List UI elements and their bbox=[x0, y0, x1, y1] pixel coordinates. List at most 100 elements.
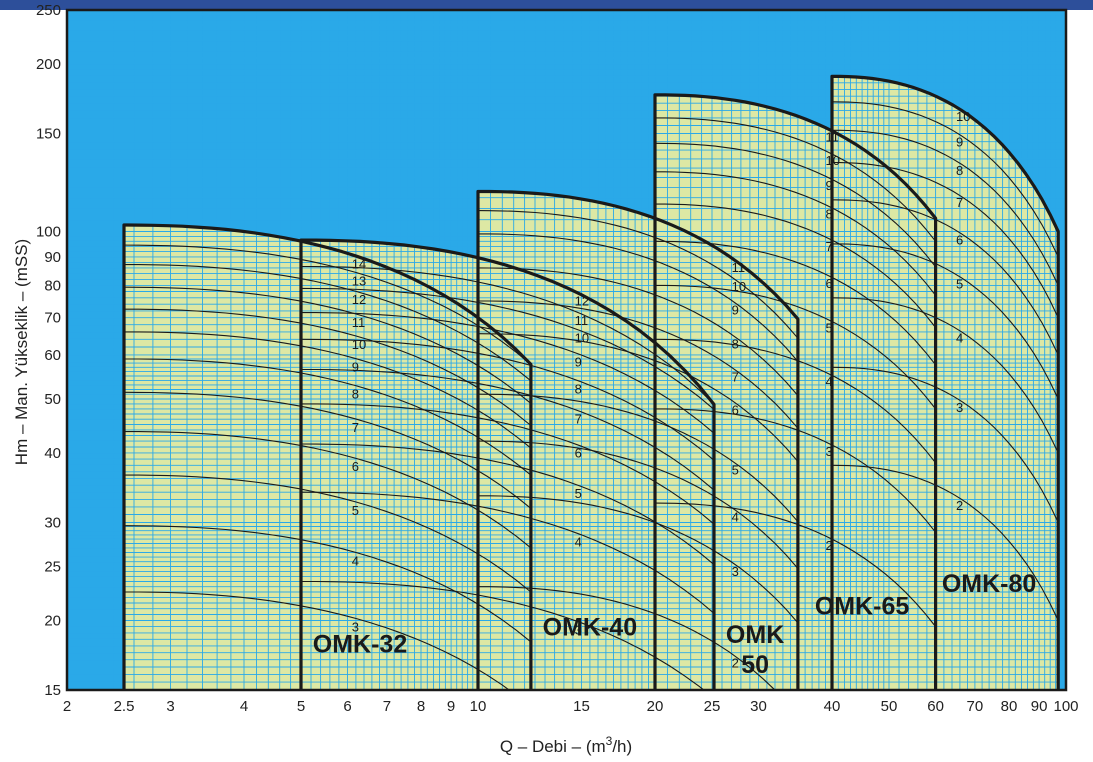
stage-curve bbox=[477, 267, 799, 396]
model-label: OMK-65 bbox=[815, 593, 910, 621]
stage-curve bbox=[123, 391, 532, 509]
y-tick-label: 150 bbox=[36, 126, 61, 143]
stage-label: 12 bbox=[352, 292, 366, 307]
stage-label: 6 bbox=[352, 459, 359, 474]
stage-curve bbox=[655, 408, 937, 533]
stage-curve bbox=[477, 210, 799, 339]
region-outline bbox=[830, 74, 1060, 690]
region-outline bbox=[476, 189, 800, 690]
stage-label: 9 bbox=[826, 178, 833, 193]
stage-label: 8 bbox=[575, 381, 582, 396]
stage-label: 7 bbox=[956, 195, 963, 210]
stage-label: 14 bbox=[352, 257, 366, 272]
x-tick-label: 5 bbox=[297, 698, 305, 715]
stage-curve bbox=[831, 199, 1059, 356]
stage-label: 10 bbox=[575, 331, 589, 346]
stage-curve bbox=[301, 580, 705, 690]
stage-label: 11 bbox=[575, 313, 589, 328]
x-tick-label: 70 bbox=[967, 698, 984, 715]
stage-curve bbox=[478, 300, 799, 429]
x-tick-label: 6 bbox=[343, 698, 351, 715]
stage-curve bbox=[300, 338, 715, 461]
x-tick-label: 80 bbox=[1001, 698, 1018, 715]
stage-curve bbox=[655, 203, 937, 328]
x-tick-label: 15 bbox=[573, 698, 590, 715]
x-tick-label: 50 bbox=[881, 698, 898, 715]
stage-curve bbox=[300, 287, 715, 410]
stage-curve bbox=[124, 331, 532, 449]
stage-label: 10 bbox=[352, 337, 366, 352]
x-tick-label: 4 bbox=[240, 698, 248, 715]
x-axis-title-text: /h) bbox=[612, 737, 632, 756]
stage-curve bbox=[831, 101, 1059, 258]
stage-label: 3 bbox=[956, 400, 963, 415]
y-tick-label: 50 bbox=[44, 391, 61, 408]
plot-frame bbox=[65, 8, 1068, 692]
y-tick-label: 40 bbox=[44, 445, 61, 462]
x-tick-label: 60 bbox=[927, 698, 944, 715]
y-tick-label: 30 bbox=[44, 515, 61, 532]
stage-curve bbox=[654, 142, 937, 268]
stage-curve bbox=[831, 297, 1059, 454]
y-tick-label: 200 bbox=[36, 56, 61, 73]
stage-curve bbox=[301, 312, 715, 434]
stage-label: 7 bbox=[575, 411, 582, 426]
stage-curve bbox=[124, 474, 532, 593]
region-outline bbox=[122, 223, 533, 690]
stage-label: 2 bbox=[826, 538, 833, 553]
stage-label: 5 bbox=[826, 320, 833, 335]
stage-curve bbox=[124, 308, 532, 426]
x-tick-label: 20 bbox=[647, 698, 664, 715]
stage-curve bbox=[300, 265, 715, 405]
stage-curve bbox=[654, 338, 937, 464]
stage-curve bbox=[124, 264, 532, 382]
y-tick-label: 250 bbox=[36, 2, 61, 19]
stage-label: 6 bbox=[732, 402, 739, 417]
x-tick-label: 25 bbox=[704, 698, 721, 715]
y-axis-title: Hm – Man. Yükseklik – (mSS) bbox=[12, 239, 31, 465]
x-tick-label: 40 bbox=[824, 698, 841, 715]
model-label: OMK-32 bbox=[313, 631, 407, 659]
model-label: OMK-80 bbox=[942, 570, 1036, 598]
stage-label: 8 bbox=[732, 337, 739, 352]
x-axis-title-text: Q – Debi – (m bbox=[500, 737, 606, 756]
stage-curve bbox=[654, 240, 937, 366]
model-label: OMK bbox=[726, 621, 784, 649]
stage-curve bbox=[832, 129, 1059, 286]
stage-label: 7 bbox=[352, 420, 359, 435]
stage-label: 4 bbox=[732, 510, 739, 525]
y-tick-label: 25 bbox=[44, 559, 61, 576]
stage-curve bbox=[300, 491, 715, 614]
stage-curve bbox=[477, 333, 799, 462]
stage-label: 13 bbox=[352, 273, 366, 288]
region-outline bbox=[653, 93, 938, 690]
stage-label: 7 bbox=[732, 369, 739, 384]
stage-curve bbox=[478, 233, 799, 362]
stage-label: 6 bbox=[956, 232, 963, 247]
stage-label: 3 bbox=[575, 622, 582, 637]
stage-label: 2 bbox=[956, 498, 963, 513]
stage-curve bbox=[655, 284, 937, 410]
stage-curve bbox=[655, 117, 937, 242]
stage-label: 5 bbox=[732, 463, 739, 478]
y-tick-label: 70 bbox=[44, 310, 61, 327]
x-tick-label: 2 bbox=[63, 698, 71, 715]
stage-label: 10 bbox=[732, 279, 746, 294]
y-tick-label: 20 bbox=[44, 613, 61, 630]
stage-curve bbox=[831, 464, 1059, 621]
y-axis-ticks: 15 20 25 30 40 50 60 70 80 90 100 150 200 250 bbox=[36, 2, 61, 699]
stage-curve bbox=[123, 244, 532, 365]
x-axis-title-superscript: 3 bbox=[606, 734, 613, 748]
stage-label: 4 bbox=[575, 534, 582, 549]
stage-label: 11 bbox=[732, 260, 746, 275]
stage-curve bbox=[301, 368, 715, 491]
stage-label: 4 bbox=[956, 330, 963, 345]
y-tick-label: 80 bbox=[44, 277, 61, 294]
stage-label: 11 bbox=[352, 315, 366, 330]
stage-label: 10 bbox=[956, 109, 970, 124]
stage-label: 5 bbox=[956, 276, 963, 291]
x-tick-label: 7 bbox=[383, 698, 391, 715]
x-tick-label: 90 bbox=[1031, 698, 1048, 715]
